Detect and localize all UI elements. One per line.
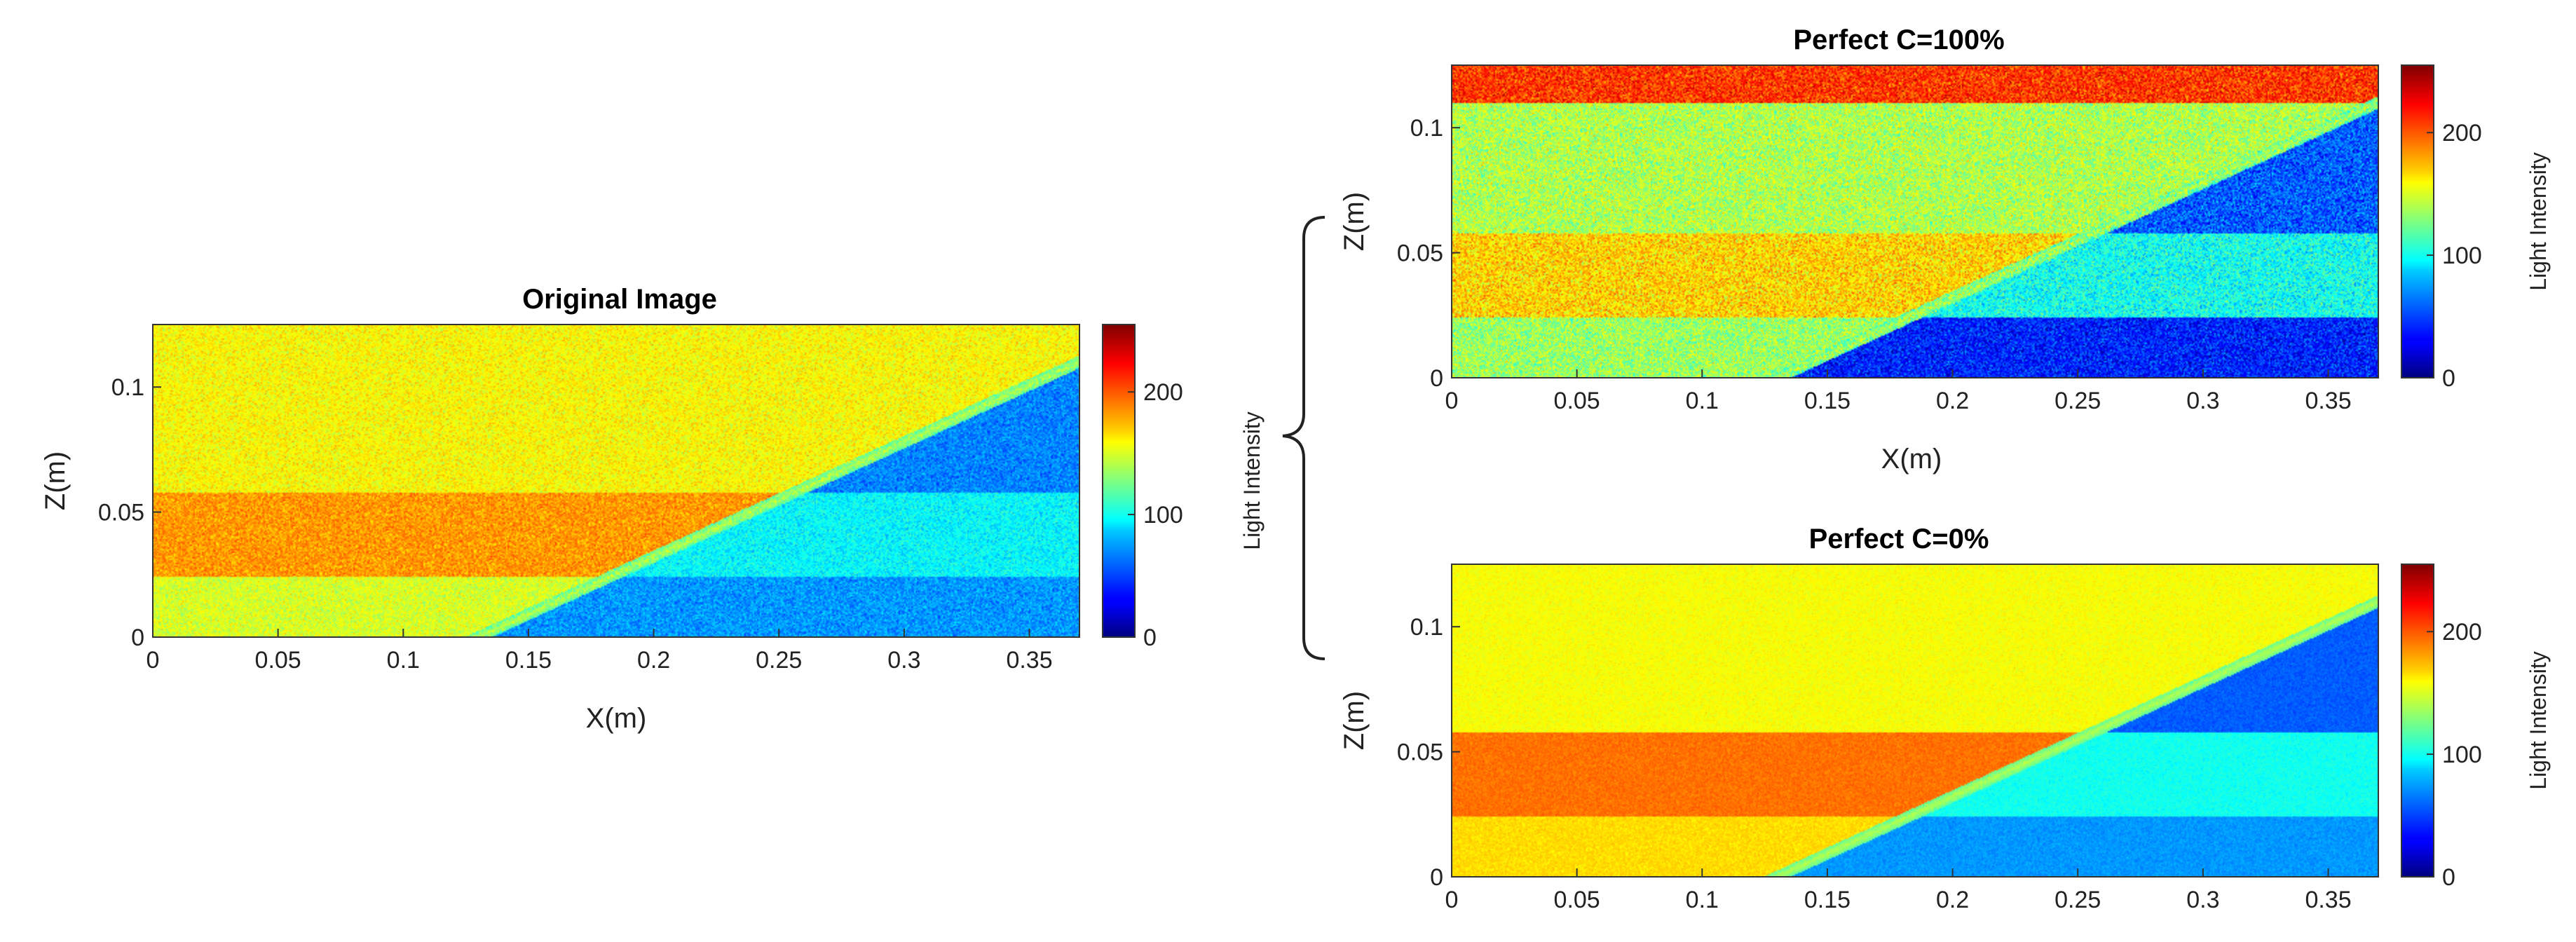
x-tick-label: 0.15 [505, 647, 552, 674]
panel-c0: Perfect C=0% 0 0.05 0.1 0.15 0.2 0.25 0.3 0.35 … [1339, 524, 2551, 913]
colorbar-label: Light Intensity [2526, 152, 2551, 290]
colorbar-label: Light Intensity [2526, 651, 2551, 789]
colorbar-label: Light Intensity [1239, 411, 1265, 550]
plot-frame [1451, 64, 2379, 378]
x-tick-label: 0.1 [387, 647, 420, 674]
x-tick-label: 0.25 [2054, 887, 2101, 913]
x-axis: 0 0.05 0.1 0.15 0.2 0.25 0.3 0.35 [146, 629, 1053, 674]
y-tick-label: 0.05 [1397, 739, 1443, 766]
y-tick-label: 0.1 [111, 374, 144, 401]
colorbar-tick-label: 0 [2442, 365, 2455, 392]
panel-c100: Perfect C=100% 0 0.05 0.1 0.15 0.2 0.25 0.3 0.3… [1339, 25, 2551, 475]
y-tick-label: 0.05 [98, 500, 144, 526]
heatmap-image [1452, 65, 2378, 378]
x-axis: 0 0.05 0.1 0.15 0.2 0.25 0.3 0.35 [1445, 369, 2352, 414]
colorbar [2401, 64, 2434, 378]
colorbar-ticks: 0 100 200 [2427, 120, 2482, 392]
colorbar [2401, 564, 2434, 878]
y-tick-label: 0 [131, 624, 144, 651]
colorbar-ticks: 0 100 200 [2427, 619, 2482, 891]
chart-title: Original Image [522, 284, 717, 315]
x-tick-label: 0.35 [2305, 388, 2351, 414]
x-tick-label: 0 [1445, 887, 1459, 913]
plot-frame [1451, 564, 2379, 878]
chart-title: Perfect C=100% [1793, 25, 2004, 55]
x-tick-label: 0 [1445, 388, 1459, 414]
y-tick-label: 0.1 [1410, 115, 1443, 142]
x-tick-label: 0.05 [1554, 887, 1600, 913]
brace-connector [1282, 216, 1326, 660]
x-axis-label: X(m) [586, 703, 647, 734]
panel-original: Original Image 0 0.05 0.1 0.15 0.2 0.25 0.3 0.3… [40, 284, 1265, 734]
x-tick-label: 0.3 [2186, 887, 2219, 913]
y-axis: 0 0.05 0.1 [98, 374, 161, 651]
y-tick-label: 0 [1430, 864, 1443, 891]
x-tick-label: 0.25 [2054, 388, 2101, 414]
x-tick-label: 0.25 [756, 647, 802, 674]
colorbar-tick-label: 0 [2442, 864, 2455, 891]
x-tick-label: 0.1 [1686, 887, 1719, 913]
colorbar-tick-label: 100 [1143, 502, 1183, 528]
x-tick-label: 0.2 [637, 647, 670, 674]
plot-frame [152, 324, 1080, 638]
x-tick-label: 0.15 [1804, 887, 1851, 913]
y-tick-label: 0.1 [1410, 614, 1443, 641]
x-tick-label: 0.1 [1686, 388, 1719, 414]
x-axis: 0 0.05 0.1 0.15 0.2 0.25 0.3 0.35 [1445, 868, 2352, 913]
x-tick-label: 0.35 [2305, 887, 2351, 913]
y-axis-label: Z(m) [1339, 192, 1370, 251]
heatmap-image [153, 325, 1079, 637]
y-tick-label: 0.05 [1397, 240, 1443, 267]
x-tick-label: 0.2 [1936, 887, 1969, 913]
y-axis-label: Z(m) [40, 451, 71, 510]
x-tick-label: 0.2 [1936, 388, 1969, 414]
y-axis: 0 0.05 0.1 [1397, 614, 1460, 891]
x-axis-label: X(m) [1881, 444, 1942, 475]
colorbar [1102, 324, 1136, 638]
colorbar-tick-label: 0 [1143, 624, 1157, 651]
colorbar-tick-label: 200 [2442, 120, 2482, 146]
chart-title: Perfect C=0% [1809, 524, 1989, 554]
x-tick-label: 0.3 [2186, 388, 2219, 414]
colorbar-tick-label: 100 [2442, 742, 2482, 768]
colorbar-tick-label: 200 [1143, 379, 1183, 406]
x-tick-label: 0.15 [1804, 388, 1851, 414]
colorbar-tick-label: 200 [2442, 619, 2482, 646]
heatmap-image [1452, 564, 2378, 877]
y-axis-label: Z(m) [1339, 691, 1370, 750]
colorbar-tick-label: 100 [2442, 243, 2482, 269]
colorbar-ticks: 0 100 200 [1128, 379, 1183, 651]
x-tick-label: 0.05 [1554, 388, 1600, 414]
x-tick-label: 0.3 [887, 647, 920, 674]
y-axis: 0 0.05 0.1 [1397, 115, 1460, 392]
x-tick-label: 0 [146, 647, 160, 674]
x-tick-label: 0.35 [1006, 647, 1052, 674]
y-tick-label: 0 [1430, 365, 1443, 392]
x-tick-label: 0.05 [255, 647, 301, 674]
